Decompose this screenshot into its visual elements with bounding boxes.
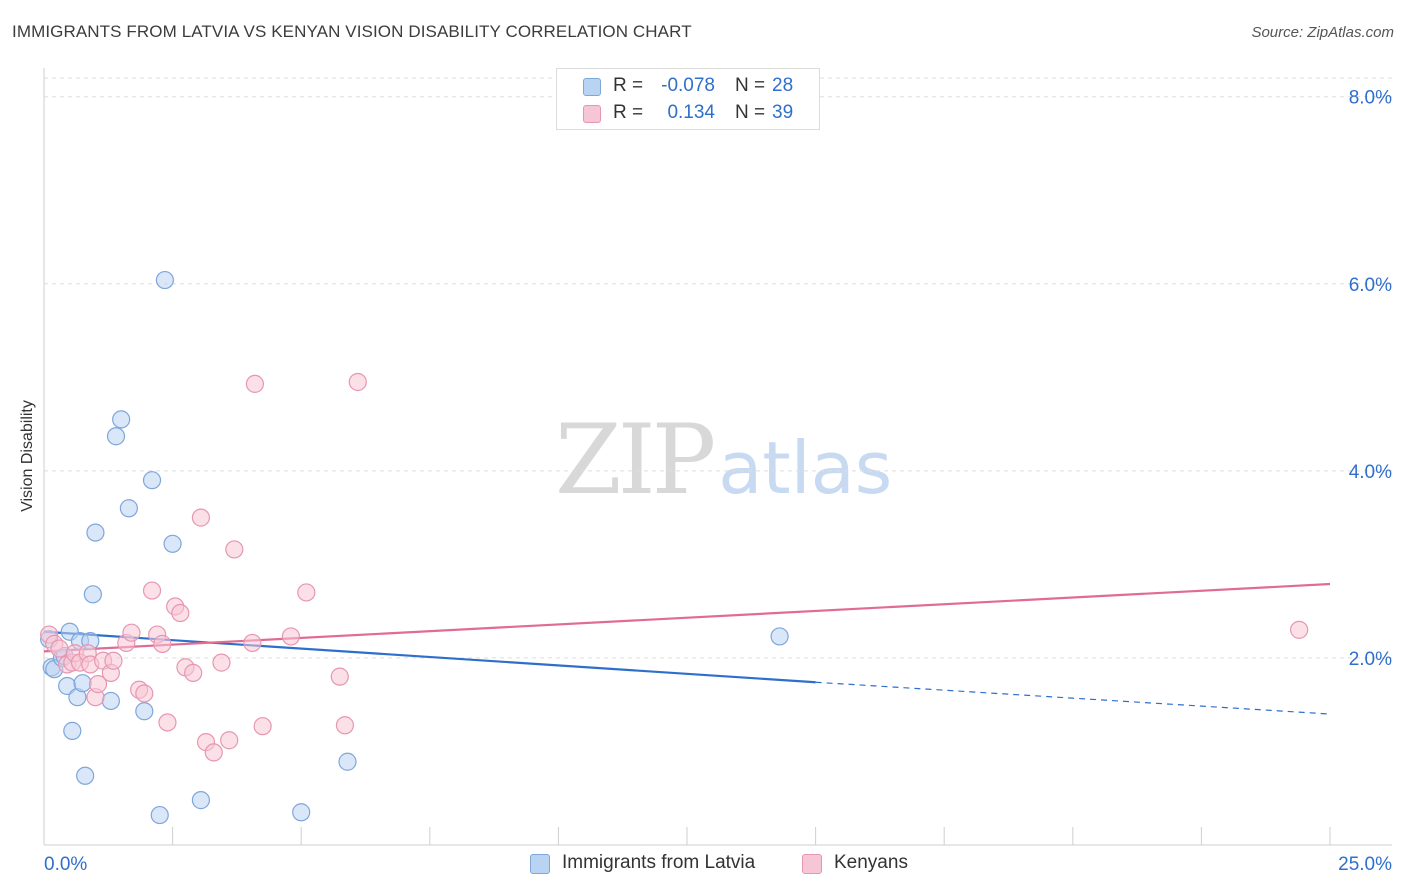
kenyans-point bbox=[243, 633, 262, 653]
latvia-point bbox=[191, 791, 210, 810]
source-label: Source: ZipAtlas.com bbox=[1251, 24, 1394, 41]
latvia-point bbox=[155, 270, 174, 290]
kenyans-trend-line bbox=[43, 582, 1331, 653]
kenyans-point bbox=[335, 716, 355, 735]
r-label: R = bbox=[613, 102, 644, 123]
latvia-point bbox=[73, 674, 92, 693]
latvia-point bbox=[106, 427, 126, 446]
kenyans-point bbox=[1290, 620, 1309, 639]
n-value: 28 bbox=[772, 75, 794, 96]
latvia-point bbox=[292, 803, 311, 822]
latvia-point bbox=[63, 721, 82, 740]
legend-label: Immigrants from Latvia bbox=[562, 852, 756, 873]
n-value: 39 bbox=[772, 102, 794, 123]
latvia-point bbox=[119, 499, 138, 518]
latvia-trend-line bbox=[43, 630, 816, 684]
n-label: N = bbox=[735, 75, 766, 96]
kenyans-point bbox=[104, 651, 123, 670]
latvia-point bbox=[142, 471, 162, 490]
latvia-point bbox=[163, 534, 182, 553]
tick-labels: 2.0% 4.0% 6.0% 8.0% 0.0% 25.0% bbox=[44, 88, 1392, 875]
r-value: -0.078 bbox=[661, 75, 715, 96]
kenyans-point bbox=[245, 374, 265, 393]
kenyans-point bbox=[204, 743, 223, 762]
kenyans-point bbox=[212, 653, 231, 672]
y-tick-label: 8.0% bbox=[1349, 88, 1392, 109]
latvia-point bbox=[76, 766, 95, 785]
latvia-point bbox=[86, 523, 105, 542]
watermark-zip: ZIP bbox=[555, 404, 716, 516]
kenyans-point bbox=[122, 623, 141, 642]
x-tick-label: 0.0% bbox=[44, 854, 87, 875]
y-tick-label: 6.0% bbox=[1349, 275, 1392, 296]
chart-title: IMMIGRANTS FROM LATVIA VS KENYAN VISION … bbox=[12, 22, 692, 41]
kenyans-point bbox=[142, 581, 162, 600]
latvia-swatch bbox=[530, 854, 550, 874]
legend-row-latvia: R = -0.078 N = 28 bbox=[557, 75, 819, 99]
r-label: R = bbox=[613, 75, 644, 96]
n-label: N = bbox=[735, 102, 766, 123]
y-tick-label: 4.0% bbox=[1349, 462, 1392, 483]
series-legend: Immigrants from Latvia Kenyans bbox=[0, 852, 1406, 878]
kenyans-point bbox=[348, 372, 367, 392]
kenyans-point bbox=[88, 675, 108, 694]
kenyans-point bbox=[184, 663, 203, 682]
latvia-point bbox=[770, 627, 789, 646]
legend-row-kenyans: R = 0.134 N = 39 bbox=[557, 102, 819, 126]
x-tick-label: 25.0% bbox=[1338, 854, 1392, 875]
latvia-point bbox=[135, 702, 154, 721]
axes bbox=[43, 68, 1392, 846]
kenyans-point bbox=[171, 603, 190, 623]
kenyans-swatch bbox=[802, 854, 822, 874]
trend-lines bbox=[43, 582, 1331, 715]
latvia-trend-extension bbox=[815, 681, 1331, 715]
kenyans-point bbox=[281, 627, 301, 646]
kenyans-point bbox=[50, 639, 69, 658]
kenyans-point bbox=[158, 713, 177, 732]
kenyans-swatch bbox=[583, 105, 601, 123]
grid-lines bbox=[44, 77, 1392, 659]
r-value: 0.134 bbox=[667, 102, 715, 123]
watermark: ZIPatlas bbox=[555, 404, 892, 516]
kenyans-point bbox=[153, 634, 172, 653]
latvia-swatch bbox=[583, 78, 601, 96]
latvia-point bbox=[150, 805, 169, 825]
latvia-point bbox=[83, 585, 102, 604]
correlation-legend: R = -0.078 N = 28 R = 0.134 N = 39 bbox=[556, 68, 820, 130]
latvia-point bbox=[338, 752, 357, 771]
kenyans-point bbox=[135, 684, 154, 703]
y-tick-label: 2.0% bbox=[1349, 649, 1392, 670]
watermark-atlas: atlas bbox=[718, 426, 893, 510]
kenyans-point bbox=[191, 508, 210, 527]
latvia-point bbox=[112, 410, 131, 429]
kenyans-point bbox=[297, 583, 316, 602]
kenyans-point bbox=[225, 540, 244, 559]
data-points bbox=[40, 270, 1309, 825]
legend-label: Kenyans bbox=[834, 852, 908, 873]
kenyans-point bbox=[330, 667, 349, 686]
kenyans-point bbox=[253, 717, 272, 736]
kenyans-point bbox=[220, 731, 239, 750]
latvia-point bbox=[101, 691, 120, 711]
